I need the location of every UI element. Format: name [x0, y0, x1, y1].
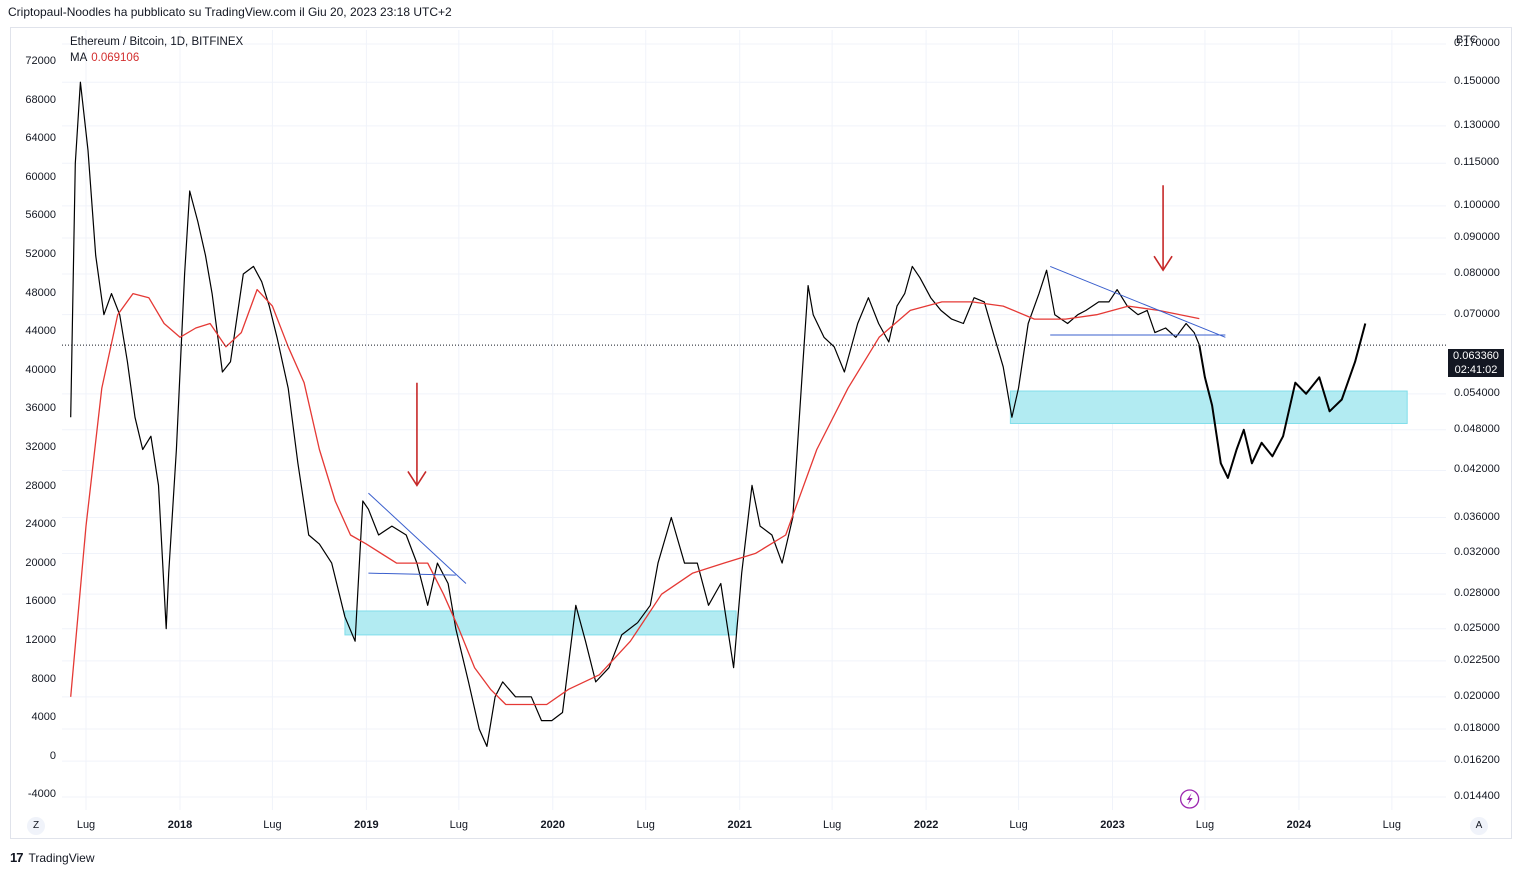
lightning-glyph	[1186, 793, 1193, 805]
price-line	[70, 81, 1200, 747]
symbol-title[interactable]: Ethereum / Bitcoin, 1D, BITFINEX	[70, 36, 244, 48]
price-axis-tick: 0.025000	[1454, 621, 1500, 634]
auto-scale-button[interactable]: A	[1470, 817, 1488, 835]
time-axis-tick: Lug	[263, 819, 282, 831]
ma-label: MA	[70, 52, 88, 64]
time-axis-tick: Lug	[1195, 819, 1215, 831]
support-zone	[344, 610, 737, 636]
price-axis-tick: 0.028000	[1454, 587, 1500, 600]
left-axis-tick: 64000	[25, 132, 56, 145]
price-axis-tick: 0.018000	[1454, 721, 1500, 734]
price-axis-tick: 0.042000	[1454, 463, 1500, 476]
time-axis-tick: 2023	[1100, 819, 1125, 831]
price-axis-tick: 0.100000	[1454, 198, 1500, 211]
left-axis-tick: -4000	[27, 788, 56, 801]
price-axis-tick: 0.022500	[1454, 653, 1500, 666]
chart-frame	[10, 27, 1512, 839]
price-axis-tick: 0.014400	[1454, 790, 1500, 803]
left-axis-tick: 8000	[31, 672, 56, 685]
left-axis-tick: 56000	[25, 209, 56, 222]
left-axis-tick: 32000	[25, 441, 56, 453]
time-axis-tick: Lug	[76, 819, 96, 831]
left-axis-tick: 36000	[25, 402, 56, 415]
time-axis-tick: Lug	[1382, 819, 1402, 831]
left-axis-tick: 4000	[31, 711, 56, 724]
price-axis-tick: 0.048000	[1454, 422, 1500, 435]
bar-countdown: 02:41:02	[1448, 363, 1504, 377]
arrow-head	[1153, 255, 1173, 272]
price-axis-tick: 0.036000	[1454, 510, 1500, 523]
zoom-button[interactable]: Z	[27, 817, 45, 835]
axis-unit: BTC	[1456, 34, 1478, 46]
trend-line	[368, 572, 456, 576]
time-axis-tick: 2019	[354, 819, 379, 831]
price-axis-tick: 0.032000	[1454, 546, 1500, 559]
time-axis-tick: 2022	[913, 819, 939, 831]
chart-legend: Ethereum / Bitcoin, 1D, BITFINEX MA 0.069…	[70, 34, 243, 66]
price-axis-tick: 0.020000	[1454, 689, 1500, 702]
trend-line	[368, 492, 467, 584]
publish-attribution: Criptopaul-Noodles ha pubblicato su Trad…	[8, 5, 452, 19]
price-axis-tick: 0.150000	[1454, 75, 1500, 88]
ma-line	[70, 288, 1200, 706]
ma-legend[interactable]: MA 0.069106	[70, 50, 243, 66]
price-axis-tick: 0.170000	[1454, 37, 1500, 50]
time-axis-tick: Lug	[449, 819, 468, 831]
left-axis-tick: 72000	[25, 55, 56, 67]
ma-value: 0.069106	[91, 52, 140, 64]
price-axis-tick: 0.130000	[1454, 118, 1500, 131]
arrow-head	[407, 470, 427, 487]
left-axis-tick: 16000	[25, 595, 56, 608]
trend-line	[1050, 265, 1226, 338]
time-axis-tick: 2018	[167, 819, 193, 831]
time-axis-tick: 2024	[1286, 819, 1312, 831]
projection-line	[1198, 323, 1367, 479]
price-axis-tick: 0.090000	[1454, 231, 1500, 244]
price-axis-tick: 0.070000	[1454, 307, 1500, 320]
time-axis-tick: 2020	[540, 819, 566, 831]
price-axis-tick: 0.054000	[1454, 386, 1500, 399]
left-axis-tick: 40000	[25, 363, 56, 376]
left-axis-tick: 24000	[25, 518, 56, 531]
left-axis-tick: 28000	[25, 479, 56, 492]
time-axis-tick: Lug	[1009, 819, 1028, 831]
time-axis-tick: 2021	[727, 819, 752, 831]
price-axis-tick: 0.080000	[1454, 266, 1500, 279]
time-axis-tick: Lug	[822, 819, 842, 831]
price-axis-tick: 0.115000	[1454, 156, 1500, 169]
left-axis-tick: 60000	[25, 170, 56, 183]
footer-brand[interactable]: 17 TradingView	[10, 850, 95, 865]
left-axis-tick: 52000	[25, 248, 56, 260]
tradingview-logo: 17	[10, 850, 24, 865]
time-axis-tick: Lug	[636, 819, 655, 831]
left-axis-tick: 44000	[25, 325, 56, 338]
brand-name: TradingView	[28, 850, 95, 865]
left-axis-tick: 48000	[25, 286, 56, 299]
price-axis-tick: 0.016200	[1454, 754, 1500, 767]
current-price-tag: 0.063360	[1448, 349, 1504, 363]
left-axis-tick: 0	[49, 749, 56, 762]
left-axis-tick: 12000	[25, 634, 56, 646]
left-axis-tick: 68000	[25, 93, 56, 106]
left-axis-tick: 20000	[25, 556, 56, 569]
